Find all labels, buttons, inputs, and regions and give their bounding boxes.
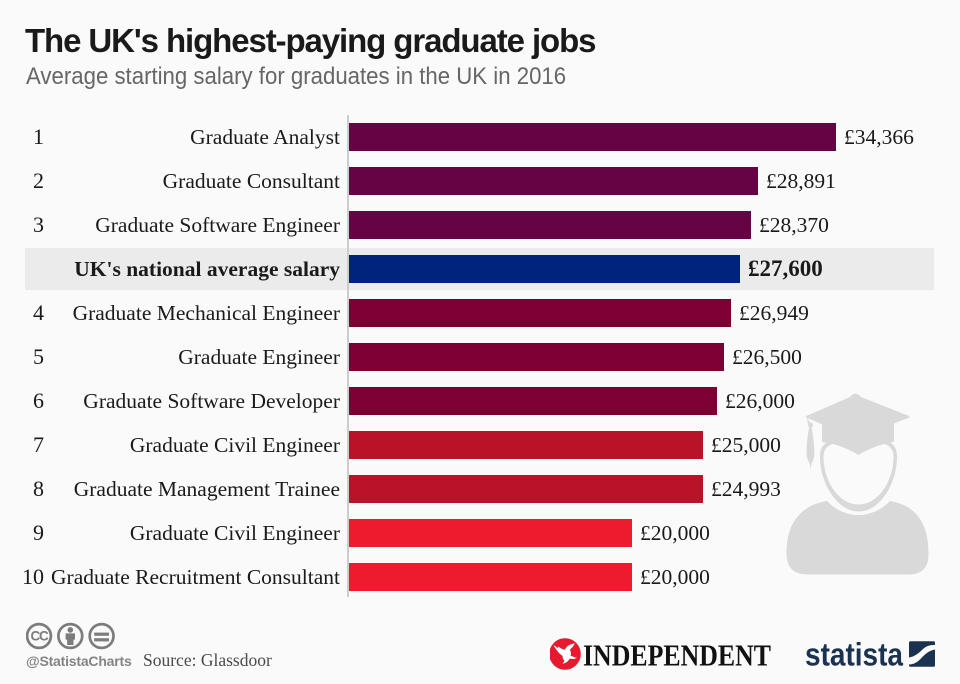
svg-text:INDEPENDENT: INDEPENDENT [583,639,771,673]
svg-text:statista: statista [805,637,903,669]
svg-text:CC: CC [30,629,49,644]
